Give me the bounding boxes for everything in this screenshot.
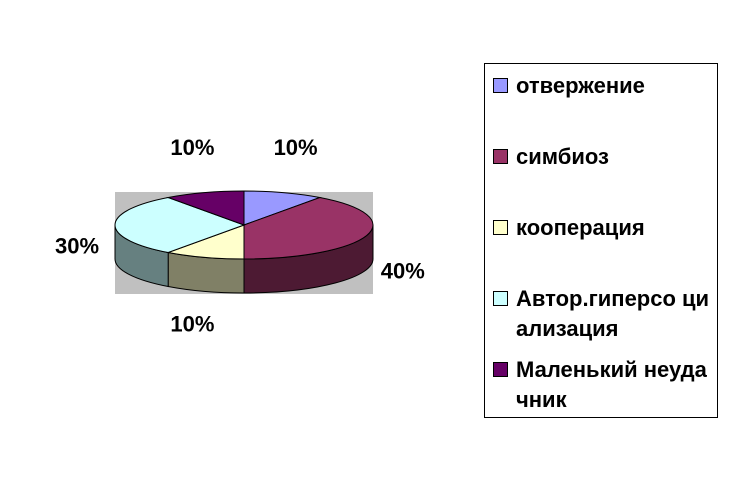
legend-label-4: Маленький неудачник [516,357,707,412]
pie-slice-3 [114,196,246,254]
data-label-0: 10% [274,135,318,160]
pie-sides [114,224,374,294]
legend-swatch-1 [493,149,508,164]
data-label-1: 40% [381,259,425,284]
legend-swatch-2 [493,220,508,235]
legend-swatch-0 [493,78,508,93]
legend-label-0: отвержение [516,73,645,98]
pie-slice-0 [243,190,322,226]
legend-label-1: симбиоз [516,144,609,169]
data-label-2: 10% [170,311,214,336]
legend-swatch-4 [493,362,508,377]
legend-item-4: Маленький неудачник [493,355,716,415]
legend-item-3: Автор.гиперсо циализация [493,284,716,344]
legend: отвержение симбиоз кооперация Автор.гипе… [484,63,718,418]
data-label-3: 30% [55,233,99,258]
legend-label-2: кооперация [516,215,645,240]
legend-item-0: отвержение [493,71,716,101]
legend-swatch-3 [493,291,508,306]
data-label-4: 10% [170,135,214,160]
legend-item-2: кооперация [493,213,716,243]
legend-label-3: Автор.гиперсо циализация [516,286,710,341]
pie-slice-1 [243,196,374,260]
legend-item-1: симбиоз [493,142,716,172]
data-labels: 10% 40% 10% 30% 10% [55,135,425,336]
pie-tops [114,190,374,260]
pie-slice-4 [166,190,245,226]
pie-slice-2 [166,224,245,260]
